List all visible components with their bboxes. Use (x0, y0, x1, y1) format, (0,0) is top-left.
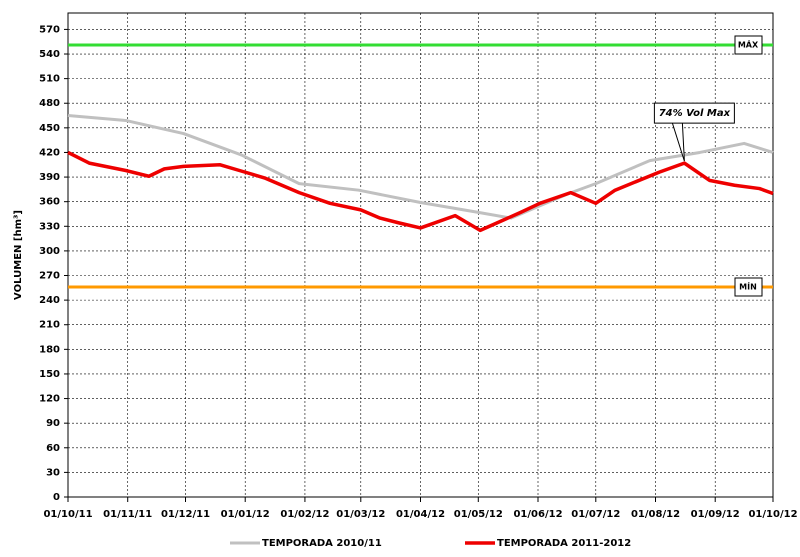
x-tick-label: 01/10/11 (43, 509, 92, 520)
legend-label: TEMPORADA 2011-2012 (497, 538, 631, 549)
x-tick-label: 01/04/12 (396, 509, 445, 520)
x-tick-label: 01/02/12 (280, 509, 329, 520)
y-axis-label: VOLUMEN [hm³] (13, 210, 24, 300)
y-tick-label: 510 (39, 74, 60, 85)
y-tick-label: 90 (46, 418, 60, 429)
y-tick-label: 390 (39, 172, 60, 183)
x-tick-label: 01/07/12 (571, 509, 620, 520)
reference-label: MÁX (738, 38, 759, 49)
y-tick-label: 360 (39, 197, 60, 208)
annotation-pointer (671, 122, 685, 162)
series-line (67, 114, 774, 220)
y-tick-label: 120 (39, 394, 60, 405)
y-tick-label: 300 (39, 246, 60, 257)
x-tick-label: 01/09/12 (691, 509, 740, 520)
x-tick-label: 01/05/12 (454, 509, 503, 520)
y-tick-label: 570 (39, 24, 60, 35)
y-tick-label: 480 (39, 98, 60, 109)
annotation-box (653, 102, 735, 124)
x-tick-label: 01/08/12 (631, 509, 680, 520)
x-tick-label: 01/06/12 (513, 509, 562, 520)
x-tick-label: 01/03/12 (336, 509, 385, 520)
legend-label: TEMPORADA 2010/11 (262, 538, 382, 549)
annotation-text: 74% Vol Max (659, 108, 731, 119)
y-tick-label: 0 (53, 492, 60, 503)
reference-label-box (734, 277, 763, 297)
y-tick-label: 270 (39, 271, 60, 282)
x-tick-label: 01/01/12 (221, 509, 270, 520)
x-tick-label: 01/11/11 (103, 509, 152, 520)
x-tick-label: 01/12/11 (161, 509, 210, 520)
y-tick-label: 330 (39, 221, 60, 232)
y-tick-label: 240 (39, 295, 60, 306)
x-tick-label: 01/10/12 (748, 509, 797, 520)
y-tick-label: 180 (39, 344, 60, 355)
y-tick-label: 30 (46, 467, 60, 478)
reference-label-box (734, 35, 763, 55)
y-tick-label: 450 (39, 123, 60, 134)
reference-label: MÍN (739, 280, 757, 291)
y-tick-label: 210 (39, 320, 60, 331)
y-tick-label: 150 (39, 369, 60, 380)
series-line (67, 150, 774, 233)
y-tick-label: 60 (46, 443, 60, 454)
y-tick-label: 540 (39, 49, 60, 60)
y-tick-label: 420 (39, 147, 60, 158)
